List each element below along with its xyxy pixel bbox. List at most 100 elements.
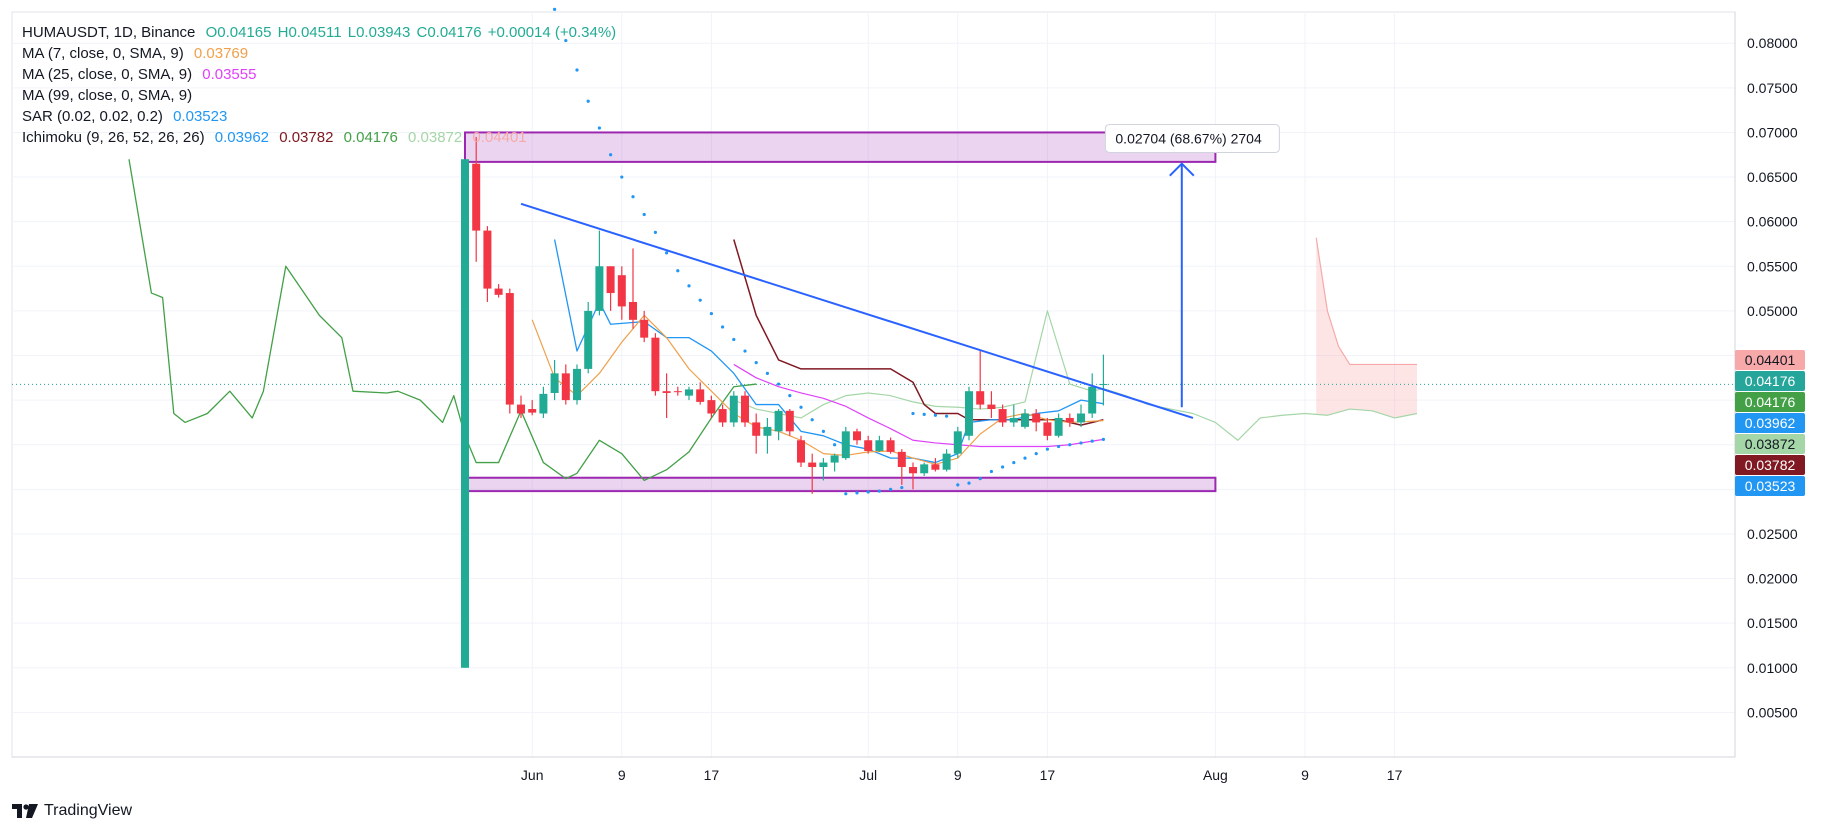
candle-body [1077, 413, 1085, 423]
price-badge-bg [1735, 413, 1805, 433]
y-tick-label: 0.01000 [1747, 660, 1798, 676]
candle-body [1065, 417, 1074, 423]
legend-ma99: MA (99, close, 0, SMA, 9) [22, 85, 622, 106]
legend-symbol-row: HUMAUSDT, 1D, Binance O0.04165 H0.04511 … [22, 22, 622, 43]
y-tick-label: 0.02500 [1747, 526, 1798, 542]
price-badge-bg [1735, 455, 1805, 475]
sar-dot [866, 490, 870, 494]
candles [461, 136, 1108, 668]
ichimoku-conversion-line [553, 239, 1104, 464]
legend-ma7: MA (7, close, 0, SMA, 9) 0.03769 [22, 43, 622, 64]
drawings [520, 162, 1195, 419]
candle-body [517, 404, 525, 414]
sar-dot [1101, 437, 1105, 441]
sar-dot [575, 68, 579, 72]
candle-body [965, 391, 973, 436]
y-tick-label: 0.06000 [1747, 214, 1798, 230]
candle-body [685, 389, 693, 396]
sar-dot [1001, 465, 1005, 469]
legend-ma25-label: MA (25, close, 0, SMA, 9) [22, 66, 193, 83]
sar-dot [653, 230, 658, 234]
candle-body [875, 440, 884, 451]
support-zone [464, 476, 1217, 493]
price-badge-bg [1735, 434, 1805, 454]
candle-body [953, 431, 962, 454]
candle-body [472, 163, 481, 231]
zones [464, 131, 1217, 493]
grid [11, 11, 1736, 758]
legend-ichimoku-v5: 0.04401 [472, 129, 527, 146]
sar-dot [698, 298, 702, 302]
resistance-zone [464, 131, 1217, 163]
ma7-line [531, 314, 1104, 465]
candle-body [841, 431, 850, 459]
sar-dot [631, 195, 635, 199]
candle-body [539, 393, 548, 414]
candle-body [483, 230, 492, 289]
candle-body [729, 395, 738, 423]
candle-body [640, 319, 649, 338]
x-tick-label: 17 [1040, 767, 1056, 783]
price-badge-bg [1735, 476, 1805, 496]
tradingview-logo-icon [12, 804, 38, 818]
candle-body [673, 391, 682, 393]
candle-body [1009, 417, 1018, 423]
y-tick-label: 0.07000 [1747, 124, 1798, 140]
candle-body [662, 391, 671, 393]
sar-dot [810, 418, 814, 422]
ichimoku-cloud-fill [1316, 237, 1417, 418]
tradingview-logo[interactable]: TradingView [12, 802, 132, 820]
legend-sar-label: SAR (0.02, 0.02, 0.2) [22, 108, 163, 125]
candle-body [573, 368, 581, 401]
sar-dot [620, 175, 624, 179]
measure-label-group: 0.02704 (68.67%) 2704 [1104, 123, 1280, 153]
ichimoku-lagging-line [128, 159, 757, 482]
candle-body [494, 288, 503, 295]
candle-body [853, 431, 861, 441]
sar-dot [877, 489, 882, 493]
candle-body [718, 409, 727, 423]
sar-dot [665, 251, 669, 255]
legend-sar: SAR (0.02, 0.02, 0.2) 0.03523 [22, 106, 622, 127]
x-tick-label: Jul [859, 767, 877, 783]
candle-body [1099, 384, 1108, 386]
legend-sar-value: 0.03523 [173, 108, 228, 125]
candle-body [931, 464, 940, 470]
legend-open: O0.04165 [205, 24, 272, 41]
sar-dot [855, 491, 859, 495]
sar-dot [765, 371, 770, 375]
sar-dot [642, 212, 646, 217]
candle-body [584, 310, 593, 369]
sar-dot [609, 153, 613, 157]
candle-body [830, 455, 839, 463]
sar-dot [732, 337, 736, 342]
candle-body [528, 409, 537, 413]
price-badge: 0.03872 [1735, 434, 1805, 454]
candle-body [505, 293, 514, 405]
candle-body [797, 440, 805, 463]
candle-body [1054, 417, 1063, 436]
price-badge-label: 0.04401 [1745, 352, 1796, 368]
y-tick-label: 0.08000 [1747, 35, 1798, 51]
sar-dot [687, 284, 691, 288]
price-badge-label: 0.03962 [1745, 415, 1796, 431]
candle-body [909, 467, 917, 474]
sar-dot [821, 429, 826, 433]
legend-ma7-value: 0.03769 [193, 45, 249, 62]
y-tick-label: 0.00500 [1747, 704, 1798, 720]
sar-dot [1045, 447, 1049, 451]
sar-dot [956, 483, 960, 487]
y-tick-label: 0.01500 [1747, 615, 1798, 631]
price-badge: 0.04176 [1735, 392, 1805, 412]
candle-body [595, 266, 604, 311]
sar-dot [1068, 443, 1072, 447]
y-tick-label: 0.02000 [1747, 571, 1798, 587]
price-badge: 0.03962 [1735, 413, 1805, 433]
candle-body [550, 373, 559, 393]
price-badge-label: 0.04176 [1745, 394, 1796, 410]
ichimoku-base-line [733, 239, 1104, 426]
sar-dot [1079, 441, 1083, 445]
sar-dot [933, 413, 938, 417]
